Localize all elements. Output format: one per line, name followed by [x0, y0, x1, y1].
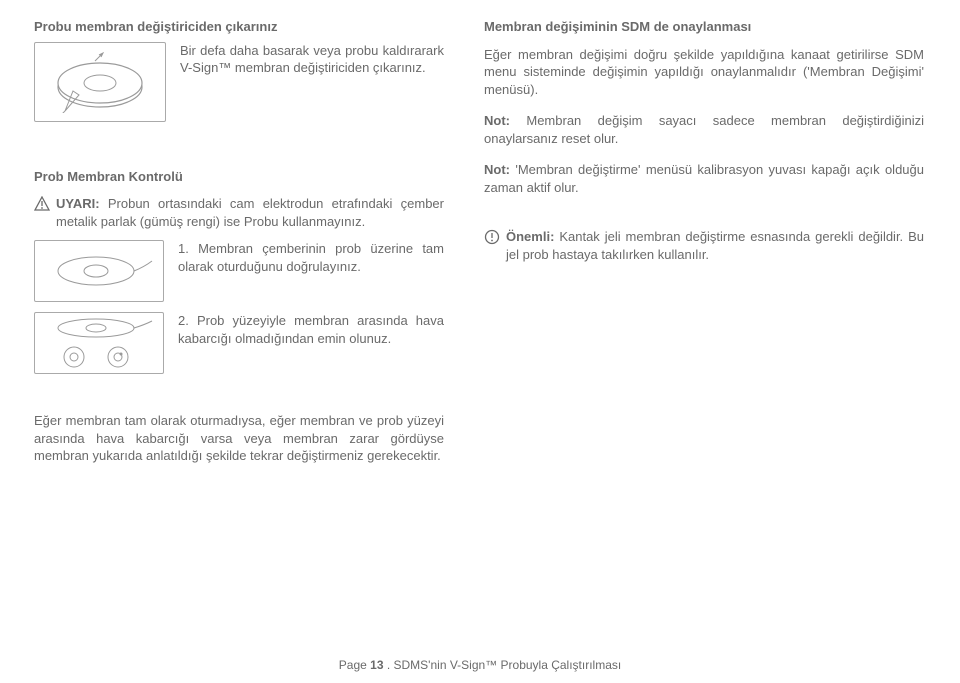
note-1-label: Not: [484, 113, 510, 128]
footer-dot: . [384, 658, 394, 672]
important-body: Kantak jeli membran değiştirme esnasında… [506, 229, 924, 262]
page-footer: Page 13 . SDMS'nin V-Sign™ Probuyla Çalı… [0, 657, 960, 673]
footer-page-label: Page [339, 658, 370, 672]
note-2: Not: 'Membran değiştirme' menüsü kalibra… [484, 161, 924, 196]
illustration-remove-probe [34, 42, 166, 122]
note-1: Not: Membran değişim sayacı sadece membr… [484, 112, 924, 147]
right-heading-1: Membran değişiminin SDM de onaylanması [484, 18, 924, 36]
warning-text: UYARI: Probun ortasındaki cam elektrodun… [56, 195, 444, 230]
warning-body: Probun ortasındaki cam elektrodun etrafı… [56, 196, 444, 229]
important-circle-icon [484, 229, 500, 245]
illustration-step-1 [34, 240, 164, 302]
warning-label: UYARI: [56, 196, 100, 211]
warning-triangle-icon [34, 196, 50, 212]
note-2-body: 'Membran değiştirme' menüsü kalibrasyon … [484, 162, 924, 195]
footer-page-number: 13 [370, 658, 383, 672]
illustration-step-2 [34, 312, 164, 374]
left-para-1: Bir defa daha basarak veya probu kaldıra… [180, 42, 444, 122]
important-text: Önemli: Kantak jeli membran değiştirme e… [506, 228, 924, 263]
left-final-para: Eğer membran tam olarak oturmadıysa, eğe… [34, 412, 444, 465]
left-heading-2: Prob Membran Kontrolü [34, 168, 444, 186]
note-1-body: Membran değişim sayacı sadece membran de… [484, 113, 924, 146]
left-heading-1: Probu membran değiştiriciden çıkarınız [34, 18, 444, 36]
right-para-1: Eğer membran değişimi doğru şekilde yapı… [484, 46, 924, 99]
footer-section: SDMS'nin V-Sign™ Probuyla Çalıştırılması [394, 658, 622, 672]
step-1-text: 1. Membran çemberinin prob üzerine tam o… [178, 240, 444, 302]
important-label: Önemli: [506, 229, 554, 244]
note-2-label: Not: [484, 162, 510, 177]
step-2-text: 2. Prob yüzeyiyle membran arasında hava … [178, 312, 444, 374]
